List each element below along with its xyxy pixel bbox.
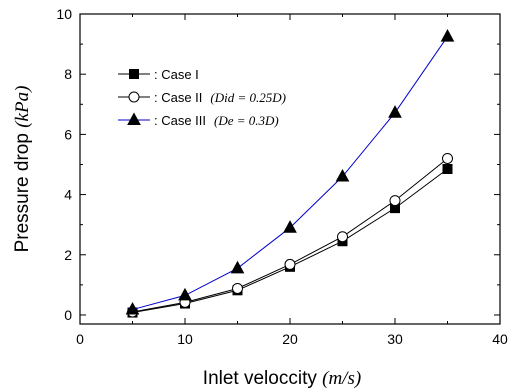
axes: 0 10 20 30 40 0 2 4 6 8 10 [56,6,508,347]
series-3-point-15 [230,260,245,274]
x-axis-unit: (m/s) [322,368,361,389]
series-3-point-35 [440,29,455,42]
plot-frame [79,13,501,325]
y-tick-label-6: 6 [64,126,72,142]
series-1-line [132,168,448,314]
series-3-point-10 [178,287,192,301]
y-tick-label-8: 8 [64,66,72,82]
plot-area [79,13,501,325]
y-axis-title: Pressure drop (kPa) [12,86,33,253]
series-2-point-15 [232,282,243,294]
series-3-point-20 [283,220,297,233]
series-3-point-25 [335,168,350,182]
y-axis-unit: (kPa) [12,86,33,128]
series-2-point-25 [337,231,348,243]
legend-item-3: : Case III (De = 0.3D) [118,112,279,128]
legend-label-note: (Did = 0.25D) [210,90,286,105]
legend-label: : Case III (De = 0.3D) [154,113,279,128]
series-1-point-35 [442,164,453,174]
series-3-point-5 [125,302,140,315]
series-2-point-20 [284,258,296,270]
x-axis-title-text: Inlet veloccity [203,368,322,389]
legend-item-1: : Case I [118,67,199,82]
x-axis-title: Inlet veloccity (m/s) [203,368,361,389]
series-2-line [132,158,448,313]
x-tick-label-0: 0 [76,331,84,347]
series-layer [125,29,455,318]
x-tick-label-20: 20 [282,331,298,347]
legend-item-2: : Case II (Did = 0.25D) [118,90,286,105]
y-tick-label-0: 0 [64,307,72,323]
series-2-point-30 [389,195,401,207]
legend-label-name: : Case II [154,90,202,105]
legend-marker [127,112,141,125]
series-1 [127,164,453,318]
legend-label-name: : Case I [154,67,199,82]
legend: : Case I : Case II (Did = 0.25D) : Case III… [118,67,286,128]
x-tick-label-10: 10 [177,331,193,347]
y-tick-label-10: 10 [56,6,72,22]
y-axis-title-text: Pressure drop [12,128,33,253]
y-tick-label-2: 2 [64,247,72,263]
series-3 [125,29,455,315]
legend-label: : Case II (Did = 0.25D) [154,90,286,105]
series-2 [127,152,453,318]
legend-marker [128,91,140,103]
legend-marker [129,69,139,79]
x-tick-label-40: 40 [492,331,508,347]
legend-label-note: (De = 0.3D) [214,113,279,128]
legend-label: : Case I [154,67,199,82]
legend-label-name: : Case III [154,113,206,128]
y-tick-label-4: 4 [64,187,72,203]
x-tick-label-30: 30 [387,331,403,347]
series-2-point-35 [442,152,453,164]
series-3-point-30 [388,105,402,118]
